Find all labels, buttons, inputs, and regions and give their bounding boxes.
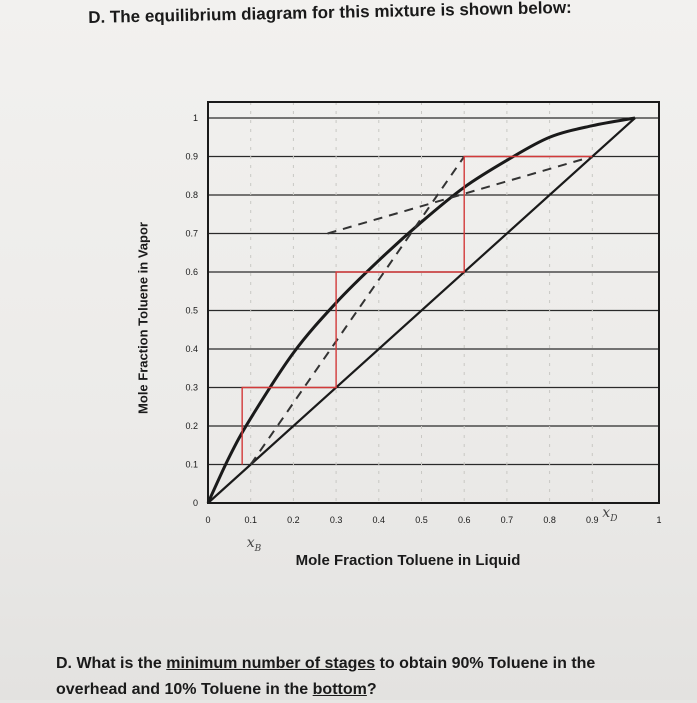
diagonal: [207, 117, 636, 504]
x-tick-label-9: 0.9: [586, 515, 599, 525]
question-text: D. What is the minimum number of stages …: [56, 651, 676, 703]
x-tick-label-0: 0: [205, 515, 210, 525]
x-tick-label-6: 0.6: [458, 515, 471, 525]
equilibrium-curve: [206, 116, 636, 504]
rectifying-operating-line: [327, 155, 593, 235]
stripping-operating-line: [249, 155, 466, 466]
y-tick-label-8: 0.8: [185, 190, 198, 200]
y-tick-label-0: 0: [193, 498, 198, 508]
x-axis-label: Mole Fraction Toluene in Liquid: [295, 552, 521, 569]
y-tick-label-1: 0.1: [185, 460, 198, 470]
x-tick-label-5: 0.5: [415, 515, 428, 525]
x-tick-label-3: 0.3: [330, 515, 343, 525]
y-tick-label-9: 0.9: [185, 152, 198, 162]
question-underlined-2: bottom: [312, 681, 367, 698]
annotation-xd: xD: [602, 505, 617, 524]
y-tick-label-10: 1: [193, 113, 198, 123]
x-tick-label-1: 0.1: [244, 515, 257, 525]
x-tick-label-8: 0.8: [543, 515, 556, 525]
question-underlined-1: minimum number of stages: [166, 655, 376, 672]
y-tick-label-6: 0.6: [185, 267, 198, 277]
y-tick-label-5: 0.5: [185, 306, 198, 316]
question-suffix: ?: [366, 681, 377, 698]
x-tick-label-7: 0.7: [501, 515, 514, 525]
y-axis-label: Mole Fraction Toluene in Vapor: [135, 222, 151, 414]
x-tick-label-10: 1: [656, 515, 661, 525]
plot-frame: [207, 101, 660, 504]
y-tick-label-7: 0.7: [185, 229, 198, 239]
stage-steps: [241, 155, 593, 465]
question-line2-prefix: overhead and 10% Toluene in the: [56, 681, 313, 698]
y-tick-label-3: 0.3: [185, 383, 198, 393]
question-middle: to obtain 90% Toluene in the: [375, 655, 596, 672]
y-tick-label-2: 0.2: [185, 421, 198, 431]
question-prefix: D. What is the: [56, 655, 167, 672]
annotation-xb: xB: [247, 535, 262, 554]
x-tick-label-4: 0.4: [373, 515, 386, 525]
y-tick-label-4: 0.4: [185, 344, 198, 354]
x-tick-label-2: 0.2: [287, 515, 300, 525]
